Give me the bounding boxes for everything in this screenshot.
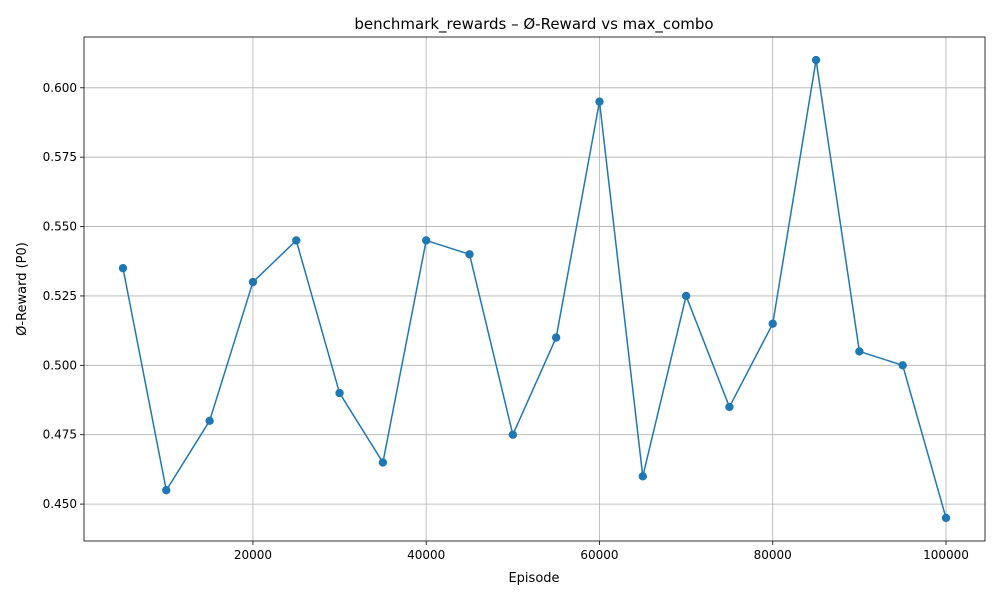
x-tick-label: 20000	[234, 548, 272, 562]
chart-title: benchmark_rewards – Ø-Reward vs max_comb…	[354, 15, 713, 34]
plot-frame	[83, 36, 986, 542]
data-point	[378, 458, 388, 467]
data-point	[248, 277, 258, 287]
data-point	[292, 236, 301, 245]
x-tick-label: 100000	[923, 548, 969, 562]
y-tick-label: 0.550	[43, 220, 77, 234]
y-axis: 0.450 0.475 0.500 0.525 0.550 0.575 0.600	[43, 81, 84, 511]
series-line	[122, 59, 947, 519]
y-axis-label: Ø-Reward (P0)	[15, 242, 30, 336]
data-point	[768, 319, 777, 328]
data-point	[551, 333, 561, 342]
data-point	[508, 430, 518, 439]
data-point	[335, 388, 344, 398]
y-tick-label: 0.450	[43, 497, 77, 511]
x-axis-label: Episode	[508, 571, 559, 586]
y-tick-label: 0.575	[43, 150, 77, 164]
data-point	[205, 416, 214, 426]
x-tick-label: 80000	[754, 548, 792, 562]
data-point	[638, 472, 647, 481]
data-point	[898, 361, 907, 370]
y-tick-label: 0.600	[43, 81, 77, 95]
data-point	[681, 291, 691, 301]
data-point	[595, 97, 604, 106]
y-tick-label: 0.500	[43, 358, 77, 372]
x-tick-label: 60000	[580, 548, 618, 562]
data-point	[118, 263, 128, 273]
y-tick-label: 0.525	[43, 289, 77, 303]
grid	[84, 37, 985, 541]
data-point	[811, 55, 821, 65]
data-point	[855, 347, 864, 356]
data-point	[162, 486, 171, 495]
x-tick-label: 40000	[407, 548, 445, 562]
data-point	[422, 236, 431, 245]
x-axis: 20000 40000 60000 80000 100000	[234, 541, 969, 562]
series-layer	[118, 55, 951, 523]
data-point	[465, 250, 474, 259]
y-tick-label: 0.475	[43, 428, 77, 442]
data-point	[725, 402, 734, 412]
data-point	[941, 513, 951, 523]
